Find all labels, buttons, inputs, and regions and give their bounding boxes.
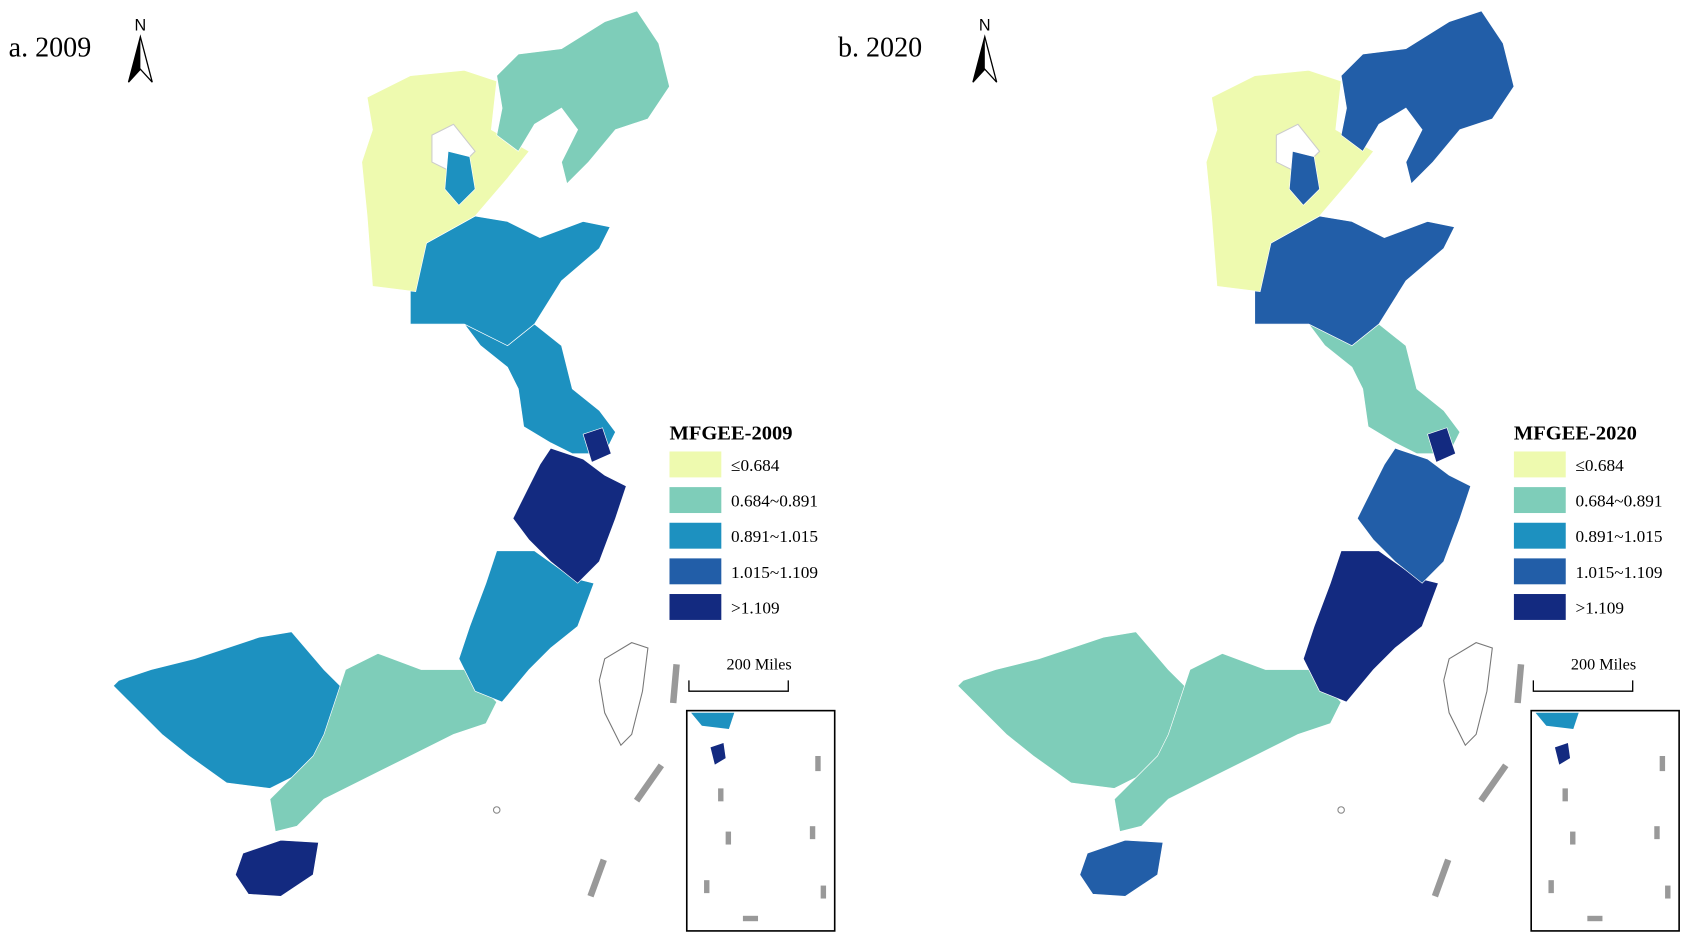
legend-label: >1.109 bbox=[1575, 598, 1624, 617]
legend-label: 1.015~1.109 bbox=[731, 563, 818, 582]
legend-swatch bbox=[669, 451, 722, 478]
legend-title: MFGEE-2009 bbox=[669, 423, 792, 445]
scale-bar bbox=[688, 680, 789, 692]
panel-2020: b. 2020 N MFGEE-2020 ≤0.684 0.684~0.891 0.891… bbox=[838, 10, 1680, 932]
north-label: N bbox=[135, 16, 147, 34]
legend-label: 0.891~1.015 bbox=[1575, 527, 1662, 546]
legend-swatch bbox=[1513, 487, 1566, 514]
legend-label: ≤0.684 bbox=[1575, 456, 1624, 475]
legend-label: ≤0.684 bbox=[731, 456, 780, 475]
legend-title: MFGEE-2020 bbox=[1514, 423, 1637, 445]
legend-swatch bbox=[669, 594, 722, 620]
scale-bar bbox=[1532, 680, 1634, 692]
legend-label: 0.891~1.015 bbox=[731, 527, 818, 546]
legend-swatch bbox=[1513, 558, 1566, 585]
legend-swatch bbox=[1513, 522, 1566, 549]
region bbox=[234, 839, 320, 897]
north-label: N bbox=[979, 16, 991, 34]
scale-label: 200 Miles bbox=[727, 656, 792, 674]
legend-swatch bbox=[669, 522, 722, 549]
scale-label: 200 Miles bbox=[1571, 656, 1636, 674]
legend-swatch bbox=[669, 487, 722, 514]
legend-swatch bbox=[1513, 451, 1566, 478]
region bbox=[1079, 839, 1164, 897]
legend-label: 0.684~0.891 bbox=[1575, 492, 1662, 511]
panel-label: a. 2009 bbox=[9, 32, 92, 63]
panel-label: b. 2020 bbox=[838, 32, 922, 63]
legend-label: 0.684~0.891 bbox=[731, 492, 818, 511]
legend-swatch bbox=[669, 558, 722, 585]
inset-and-islands bbox=[1337, 641, 1680, 932]
legend-swatch bbox=[1513, 594, 1566, 620]
inset-and-islands bbox=[492, 641, 836, 932]
legend-label: >1.109 bbox=[731, 598, 780, 617]
panel-2009: a. 2009 N MFGEE-2009 ≤0.684 0.684~0.891 0.891… bbox=[9, 10, 836, 932]
legend-label: 1.015~1.109 bbox=[1575, 563, 1662, 582]
